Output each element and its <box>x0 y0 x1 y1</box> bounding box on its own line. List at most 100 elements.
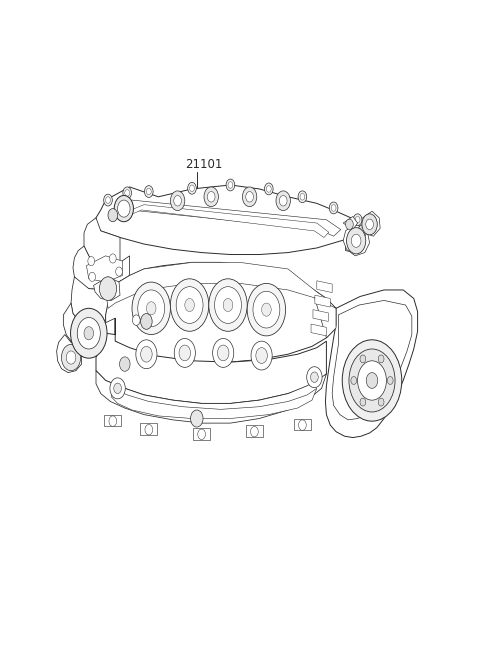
Circle shape <box>99 277 117 300</box>
Circle shape <box>120 357 130 371</box>
Polygon shape <box>111 388 317 419</box>
Circle shape <box>89 272 96 281</box>
Circle shape <box>170 191 185 211</box>
Polygon shape <box>317 281 332 293</box>
Circle shape <box>349 349 395 412</box>
Polygon shape <box>193 428 210 440</box>
Polygon shape <box>346 220 365 253</box>
Circle shape <box>88 256 95 266</box>
Circle shape <box>228 182 233 188</box>
Polygon shape <box>84 218 120 270</box>
Circle shape <box>387 377 393 384</box>
Circle shape <box>217 345 229 361</box>
Circle shape <box>253 291 280 328</box>
Circle shape <box>141 314 152 329</box>
Circle shape <box>331 205 336 211</box>
Circle shape <box>109 254 116 263</box>
Circle shape <box>362 214 377 235</box>
Circle shape <box>378 398 384 406</box>
Circle shape <box>179 345 191 361</box>
Circle shape <box>61 344 81 371</box>
Circle shape <box>215 287 241 323</box>
Circle shape <box>264 183 273 195</box>
Circle shape <box>188 182 196 194</box>
Circle shape <box>329 202 338 214</box>
Circle shape <box>276 191 290 211</box>
Circle shape <box>132 315 140 325</box>
Circle shape <box>360 398 366 406</box>
Circle shape <box>247 283 286 336</box>
Circle shape <box>77 318 100 349</box>
Circle shape <box>123 187 132 199</box>
Circle shape <box>266 186 271 192</box>
Circle shape <box>256 348 267 363</box>
Circle shape <box>174 338 195 367</box>
Circle shape <box>146 302 156 315</box>
Polygon shape <box>332 300 412 420</box>
Circle shape <box>191 410 203 427</box>
Circle shape <box>146 188 151 195</box>
Circle shape <box>360 228 365 234</box>
Circle shape <box>342 340 402 421</box>
Circle shape <box>298 191 307 203</box>
Circle shape <box>109 416 117 426</box>
Circle shape <box>251 341 272 370</box>
Circle shape <box>174 195 181 206</box>
Circle shape <box>114 383 121 394</box>
Circle shape <box>223 298 233 312</box>
Circle shape <box>358 361 386 400</box>
Polygon shape <box>325 290 418 438</box>
Circle shape <box>307 367 322 388</box>
Circle shape <box>209 279 247 331</box>
Circle shape <box>108 209 118 222</box>
Polygon shape <box>96 185 365 255</box>
Circle shape <box>299 420 306 430</box>
Circle shape <box>118 200 130 217</box>
Circle shape <box>136 340 157 369</box>
Polygon shape <box>246 425 263 437</box>
Polygon shape <box>106 262 336 308</box>
Circle shape <box>351 377 357 384</box>
Polygon shape <box>94 277 120 300</box>
Circle shape <box>242 187 257 207</box>
Circle shape <box>346 219 353 230</box>
Circle shape <box>198 429 205 440</box>
Polygon shape <box>71 276 130 325</box>
Text: 21101: 21101 <box>185 157 222 171</box>
Circle shape <box>114 195 133 222</box>
Circle shape <box>355 216 360 223</box>
Polygon shape <box>86 256 122 282</box>
Circle shape <box>116 267 122 276</box>
Circle shape <box>360 355 366 363</box>
Polygon shape <box>111 200 341 236</box>
Circle shape <box>378 355 384 363</box>
Circle shape <box>226 179 235 191</box>
Polygon shape <box>312 289 336 338</box>
Circle shape <box>110 378 125 399</box>
Circle shape <box>190 185 194 192</box>
Circle shape <box>170 279 209 331</box>
Circle shape <box>84 327 94 340</box>
Circle shape <box>351 234 361 247</box>
Polygon shape <box>73 246 130 290</box>
Circle shape <box>366 373 378 388</box>
Polygon shape <box>294 419 311 430</box>
Circle shape <box>358 225 367 237</box>
Polygon shape <box>343 223 370 256</box>
Circle shape <box>300 194 305 200</box>
Circle shape <box>246 192 253 202</box>
Circle shape <box>141 346 152 362</box>
Circle shape <box>138 290 165 327</box>
Circle shape <box>185 298 194 312</box>
Circle shape <box>176 287 203 323</box>
Polygon shape <box>96 371 326 423</box>
Circle shape <box>213 338 234 367</box>
Polygon shape <box>104 415 121 426</box>
Polygon shape <box>343 216 358 230</box>
Polygon shape <box>315 295 330 307</box>
Polygon shape <box>63 303 115 348</box>
Circle shape <box>207 192 215 202</box>
Circle shape <box>145 424 153 435</box>
Polygon shape <box>359 211 380 236</box>
Circle shape <box>366 219 373 230</box>
